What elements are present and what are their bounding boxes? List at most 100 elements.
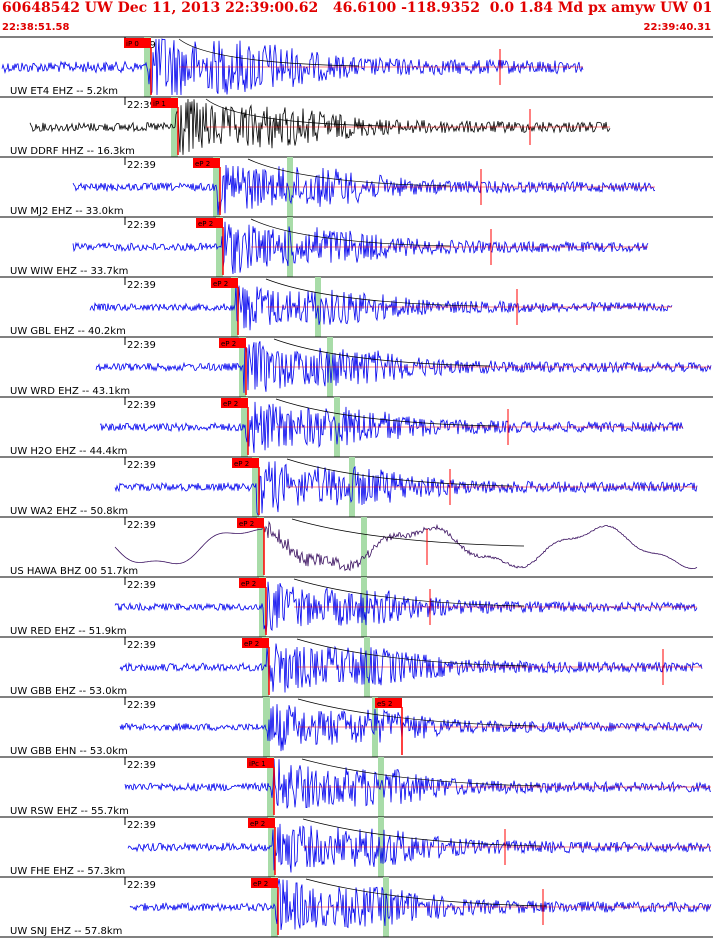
event-header: 60648542 UW Dec 11, 2013 22:39:00.62 46.… [2, 0, 713, 16]
trace-panel-9: 22:39 eP 2 UW RED EHZ -- 51.9km [0, 576, 713, 637]
pick-box [247, 758, 274, 768]
station-label: UW WIW EHZ -- 33.7km [10, 266, 128, 277]
coda-curve [250, 218, 451, 247]
station-label: UW RED EHZ -- 51.9km [10, 626, 127, 637]
coda-curve [291, 518, 525, 547]
trace-panel-3: 22:39 eP 2 UW WIW EHZ -- 33.7km [0, 216, 713, 277]
pick-window [239, 337, 246, 397]
waveform [29, 98, 611, 155]
time-end-label: 22:39:40.31 [643, 22, 711, 33]
station-label: UW GBL EHZ -- 40.2km [10, 326, 126, 337]
time-tick-label: 22:39 [127, 160, 156, 171]
trace-panel-13: 22:39 eP 2 UW FHE EHZ -- 57.3km [0, 816, 713, 877]
pick-label: eP 2 [234, 460, 249, 468]
waveform [99, 401, 684, 453]
pick-box [239, 578, 266, 588]
pick-label: iPc 1 [249, 760, 266, 768]
coda-curve [305, 878, 547, 907]
waveform [124, 758, 712, 809]
time-tick-label: 22:39 [127, 640, 156, 651]
pick-label: eP 2 [244, 640, 259, 648]
trace-panel-5: 22:39 eP 2 UW WRD EHZ -- 43.1km [0, 336, 713, 397]
pick-label: eP 2 [250, 820, 265, 828]
coda-curve [265, 278, 479, 307]
pick-label: eP 2 [195, 160, 210, 168]
trace-panel-6: 22:39 eP 2 UW H2O EHZ -- 44.4km [0, 396, 713, 457]
pick-window [144, 37, 151, 97]
station-label: UW WA2 EHZ -- 50.8km [10, 506, 128, 517]
trace-panel-12: 22:39 iPc 1 UW RSW EHZ -- 55.7km [0, 756, 713, 817]
pick-label: eP 2 [241, 580, 256, 588]
pick-label: iP 0 [126, 40, 139, 48]
trace-panel-7: 22:39 eP 2 UW WA2 EHZ -- 50.8km [0, 456, 713, 517]
pick-box [211, 278, 238, 288]
coda-curve [286, 458, 513, 487]
trace-panel-2: 22:39 eP 2 UW MJ2 EHZ -- 33.0km [0, 156, 713, 217]
pick-label: eS 2 [377, 700, 392, 708]
trace-panel-14: 22:39 eP 2 UW SNJ EHZ -- 57.8km [0, 876, 713, 937]
time-start-label: 22:38:51.58 [2, 22, 70, 33]
waveform [114, 520, 698, 572]
pick-label: eP 2 [221, 340, 236, 348]
pick-label: eP 2 [213, 280, 228, 288]
coda-curve [297, 698, 536, 727]
time-tick-label: 22:39 [127, 280, 156, 291]
waveform [119, 643, 703, 693]
waveform [95, 338, 712, 393]
time-tick-label: 22:39 [127, 100, 156, 111]
station-label: UW WRD EHZ -- 43.1km [10, 386, 130, 397]
time-tick-label: 22:39 [127, 880, 156, 891]
pick-window [262, 637, 269, 697]
station-label: UW FHE EHZ -- 57.3km [10, 866, 125, 877]
station-label: US HAWA BHZ 00 51.7km [10, 566, 138, 577]
pick-label: iP 1 [153, 100, 166, 108]
pick-box [196, 218, 223, 228]
pick-box [242, 638, 269, 648]
pick-window [263, 697, 270, 757]
pick-box [219, 338, 246, 348]
coda-curve [302, 818, 542, 847]
station-label: UW ET4 EHZ -- 5.2km [10, 86, 118, 97]
waveform [89, 283, 673, 331]
coda-window [361, 517, 367, 577]
station-label: UW DDRF HHZ -- 16.3km [10, 146, 135, 157]
waveform [72, 164, 656, 216]
time-tick-label: 22:39 [127, 520, 156, 531]
trace-panel-8: 22:39 eP 2 US HAWA BHZ 00 51.7km [0, 516, 713, 577]
pick-box [193, 158, 220, 168]
pick-label: eP 2 [253, 880, 268, 888]
trace-panel-4: 22:39 eP 2 UW GBL EHZ -- 40.2km [0, 276, 713, 337]
pick-box [232, 458, 259, 468]
waveform [119, 704, 703, 752]
trace-panel-10: 22:39 eP 2 UW GBB EHZ -- 53.0km [0, 636, 713, 697]
station-label: UW GBB EHZ -- 53.0km [10, 686, 127, 697]
pick-window [257, 517, 264, 577]
pick-window [252, 457, 259, 517]
coda-curve [205, 98, 387, 127]
station-label: UW RSW EHZ -- 55.7km [10, 806, 129, 817]
time-tick-label: 22:39 [127, 220, 156, 231]
coda-curve [178, 38, 360, 67]
pick-box [237, 518, 264, 528]
waveform [72, 221, 649, 275]
time-tick-label: 22:39 [127, 580, 156, 591]
pick-window [268, 817, 275, 877]
pick-label: eP 2 [223, 400, 238, 408]
station-label: UW GBB EHN -- 53.0km [10, 746, 128, 757]
station-label: UW H2O EHZ -- 44.4km [10, 446, 127, 457]
pick-box [375, 698, 402, 708]
coda-curve [301, 758, 542, 787]
pick-window [271, 877, 278, 937]
waveform [127, 823, 712, 873]
pick-label: eP 2 [239, 520, 254, 528]
pick-box [248, 818, 275, 828]
time-tick-label: 22:39 [127, 340, 156, 351]
coda-curve [293, 578, 525, 607]
pick-box [251, 878, 278, 888]
time-tick-label: 22:39 [127, 460, 156, 471]
station-label: UW SNJ EHZ -- 57.8km [10, 926, 122, 937]
time-tick-label: 22:39 [127, 400, 156, 411]
pick-box [124, 38, 151, 48]
